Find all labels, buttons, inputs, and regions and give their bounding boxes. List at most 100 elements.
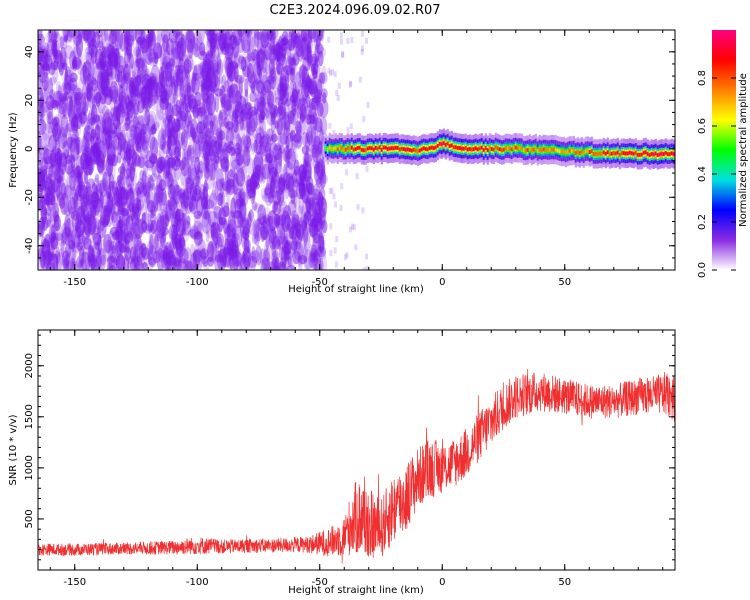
noise-cell [249, 36, 257, 55]
noise-cell [195, 175, 201, 189]
noise-cell [141, 91, 146, 110]
noise-cell [166, 38, 174, 56]
noise-cell [150, 204, 157, 217]
noise-cell [313, 110, 318, 131]
noise-cell [246, 174, 251, 192]
noise-cell [74, 91, 83, 101]
noise-cell [298, 193, 305, 215]
spectrogram-cell [626, 151, 629, 156]
spectrogram-cell [654, 151, 657, 156]
spectrogram-cell [556, 148, 559, 153]
spectrogram-cell [412, 147, 415, 152]
spectrogram-cell [642, 150, 645, 155]
spectrogram-cell [526, 148, 529, 152]
spectrogram-cell [342, 147, 345, 152]
noise-cell [318, 251, 327, 260]
noise-cell [183, 125, 190, 135]
spectrogram-cell [452, 145, 455, 150]
noise-cell [184, 56, 194, 73]
noise-cell [146, 114, 156, 136]
spectrogram-cell [338, 145, 341, 150]
noise-cell [129, 162, 135, 183]
spectrogram-cell [608, 152, 611, 157]
colorbar: 0.0 0.2 0.4 0.6 0.8 Normalized spectral ampl… [697, 30, 749, 278]
noise-cell [147, 244, 158, 268]
x-tick-label: 50 [558, 577, 571, 588]
spectrogram-cell [418, 148, 421, 153]
noise-cell [278, 95, 283, 116]
noise-cell [106, 43, 114, 60]
noise-cell [38, 130, 42, 152]
noise-cell [146, 177, 156, 189]
noise-cell [98, 123, 106, 143]
spectrogram-cell [636, 152, 639, 157]
y-tick-label: 20 [24, 94, 35, 107]
noise-cell [327, 67, 331, 74]
noise-cell [210, 59, 219, 73]
noise-cell [226, 127, 234, 147]
noise-cell [241, 39, 251, 58]
noise-cell [201, 82, 209, 105]
noise-cell [312, 70, 318, 85]
noise-cell [306, 43, 311, 54]
noise-cell [103, 233, 112, 254]
noise-cell [288, 53, 296, 76]
noise-cell [119, 32, 126, 52]
noise-cell [172, 72, 180, 87]
spectrogram-cell [552, 147, 555, 152]
noise-cell [165, 148, 174, 160]
noise-cell [308, 244, 317, 257]
noise-cell [109, 81, 119, 102]
noise-cell [172, 184, 181, 205]
noise-cell [288, 151, 298, 162]
noise-cell [250, 142, 258, 152]
noise-cell [219, 243, 228, 264]
noise-cell [137, 177, 145, 194]
x-tick-label: 0 [439, 577, 445, 588]
noise-cell [258, 100, 266, 114]
noise-cell [290, 240, 298, 251]
noise-cell [173, 146, 181, 159]
noise-cell [319, 187, 326, 200]
noise-cell [291, 214, 300, 228]
noise-cell [60, 82, 68, 105]
spectrogram-cell [408, 147, 411, 152]
noise-cell [48, 225, 57, 244]
x-tick-label: -100 [186, 577, 209, 588]
noise-cell [295, 223, 305, 241]
spectrogram-cell [518, 145, 521, 150]
noise-cell [133, 233, 142, 252]
noise-cell [244, 144, 250, 153]
spectrogram-cell [436, 143, 439, 148]
noise-cell [86, 112, 94, 130]
noise-cell [365, 37, 368, 44]
noise-cell [132, 151, 140, 167]
noise-cell [211, 166, 216, 188]
noise-cell [219, 147, 228, 170]
spectrogram-cell [666, 152, 669, 157]
noise-cell [264, 184, 273, 199]
noise-cell [292, 139, 303, 148]
noise-cell [134, 49, 142, 64]
noise-cell [194, 231, 204, 246]
noise-cell [106, 255, 115, 264]
spectrogram-cell [510, 147, 513, 152]
noise-cell [130, 257, 137, 270]
spectrogram-cell [336, 147, 339, 152]
noise-cell [168, 83, 179, 96]
noise-cell [281, 210, 291, 233]
spectrogram-cell [410, 148, 413, 153]
noise-cell [38, 71, 43, 96]
noise-cell [50, 223, 56, 243]
noise-cell [61, 222, 68, 246]
noise-cell [308, 199, 315, 210]
noise-cell [213, 206, 222, 219]
spectrogram-cell [546, 148, 549, 152]
noise-cell [38, 174, 45, 183]
noise-cell [217, 216, 224, 232]
noise-cell [81, 236, 89, 245]
spectrogram-cell [576, 149, 579, 154]
snr-x-axis-label: Height of straight line (km) [288, 585, 424, 596]
noise-cell [200, 249, 207, 261]
noise-cell [62, 254, 71, 266]
